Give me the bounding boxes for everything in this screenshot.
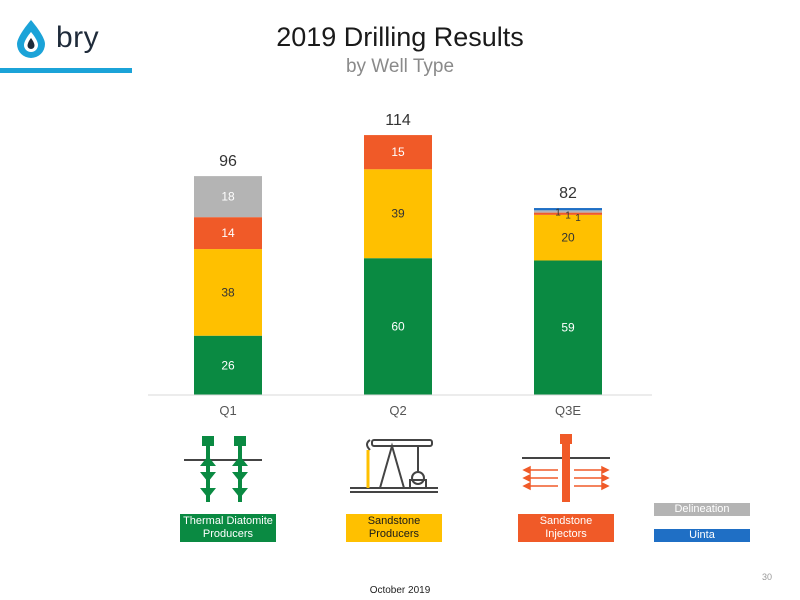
data-label-q3e-3: 1 bbox=[565, 210, 571, 221]
drop-icon bbox=[17, 20, 45, 58]
bar-segment-q3e-4 bbox=[534, 208, 602, 211]
bar-segment-q3e-1 bbox=[534, 214, 602, 261]
x-tick-label-q2: Q2 bbox=[389, 403, 406, 418]
data-label-q3e-0: 59 bbox=[561, 321, 575, 335]
data-label-q1-2: 14 bbox=[221, 226, 235, 240]
data-label-q1-1: 38 bbox=[221, 285, 235, 299]
legend-uinta: Uinta bbox=[654, 529, 750, 542]
total-label-q1: 96 bbox=[219, 153, 237, 170]
x-tick-label-q3e: Q3E bbox=[555, 403, 581, 418]
injector-icon bbox=[522, 434, 610, 502]
legend-delineation: Delineation bbox=[654, 503, 750, 516]
logo-text: bry bbox=[56, 21, 100, 54]
chart-title: 2019 Drilling Results bbox=[276, 22, 524, 52]
total-label-q3e: 82 bbox=[559, 185, 577, 202]
bar-segment-q2-2 bbox=[364, 135, 432, 170]
data-label-q2-2: 15 bbox=[391, 145, 405, 159]
total-label-q2: 114 bbox=[385, 112, 411, 129]
thermal-producer-icon bbox=[184, 436, 262, 502]
data-label-q3e-1: 20 bbox=[561, 231, 575, 245]
footer-date: October 2019 bbox=[369, 585, 431, 596]
brand-logo: bry bbox=[14, 18, 99, 58]
data-label-q3e-2: 1 bbox=[555, 208, 561, 219]
legend-sandstone-injectors: Sandstone Injectors bbox=[518, 514, 614, 542]
data-label-q1-3: 18 bbox=[221, 190, 235, 204]
bar-segment-q1-3 bbox=[194, 176, 262, 218]
bar-segment-q2-0 bbox=[364, 258, 432, 395]
x-tick-label-q1: Q1 bbox=[219, 403, 236, 418]
legend-sandstone-producers: Sandstone Producers bbox=[346, 514, 442, 542]
bar-segment-q3e-3 bbox=[534, 210, 602, 213]
bar-segment-q1-2 bbox=[194, 217, 262, 250]
data-label-q1-0: 26 bbox=[221, 358, 235, 372]
data-label-q2-0: 60 bbox=[391, 320, 405, 334]
bar-segment-q3e-0 bbox=[534, 260, 602, 395]
bar-segment-q1-0 bbox=[194, 335, 262, 395]
data-label-q3e-4: 1 bbox=[575, 213, 581, 224]
legend-thermal-diatomite: Thermal Diatomite Producers bbox=[180, 514, 276, 542]
bar-segment-q2-1 bbox=[364, 169, 432, 259]
logo-underline bbox=[0, 68, 132, 73]
data-label-q2-1: 39 bbox=[391, 207, 405, 221]
pumpjack-icon bbox=[350, 439, 438, 493]
bar-segment-q1-1 bbox=[194, 249, 262, 336]
chart-subtitle: by Well Type bbox=[345, 56, 455, 77]
page-number: 30 bbox=[761, 572, 772, 582]
bar-segment-q3e-2 bbox=[534, 212, 602, 215]
